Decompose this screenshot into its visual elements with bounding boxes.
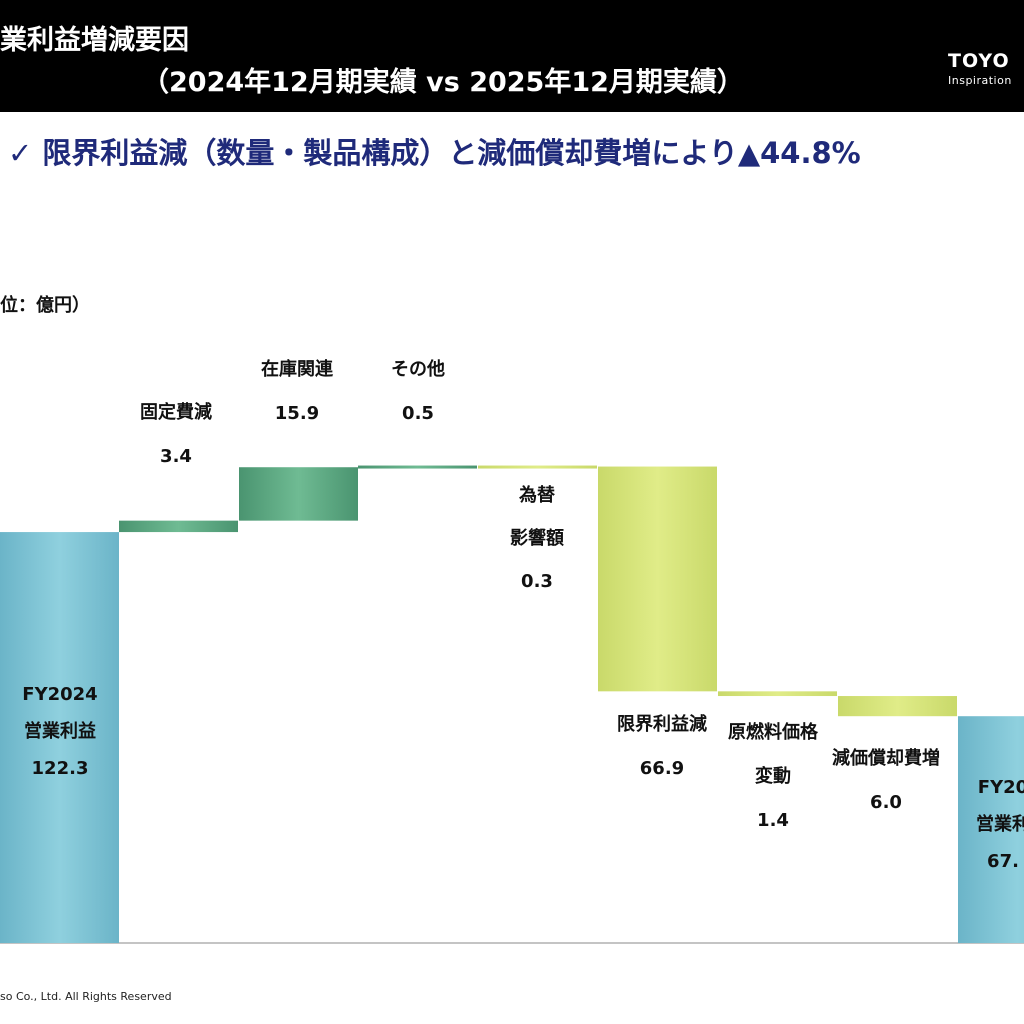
page-title: 業利益増減要因 <box>0 25 189 56</box>
bar-label-8-0: FY20 <box>978 777 1024 798</box>
bar-value-1: 3.4 <box>160 446 192 467</box>
bar-value-2: 15.9 <box>275 403 319 424</box>
bar-label-5-0: 限界利益減 <box>617 713 707 735</box>
bar-value-5: 66.9 <box>640 758 684 779</box>
bar-value-8: 67. <box>987 851 1019 872</box>
bar-label-7-0: 減価償却費増 <box>832 747 940 769</box>
company-logo: TOYO Inspiration <box>948 50 1012 87</box>
waterfall-bar-3 <box>358 465 477 469</box>
waterfall-bar-7 <box>838 696 957 717</box>
bar-label-8-1: 営業利 <box>976 813 1024 835</box>
bar-label-4-1: 影響額 <box>510 527 564 549</box>
bar-label-0-0: FY2024 <box>22 684 97 705</box>
unit-label: 位：億円） <box>0 295 90 316</box>
bar-value-7: 6.0 <box>870 792 902 813</box>
bar-label-1-0: 固定費減 <box>140 401 212 423</box>
bar-value-4: 0.3 <box>521 571 553 592</box>
bar-label-4-0: 為替 <box>519 484 556 506</box>
logo-tagline: Inspiration <box>948 74 1012 87</box>
bar-value-0: 122.3 <box>32 758 89 779</box>
bar-label-3-0: その他 <box>391 358 445 380</box>
logo-name: TOYO <box>948 50 1010 72</box>
page-title-period: （2024年12月期実績 vs 2025年12月期実績） <box>142 67 744 98</box>
bar-label-6-0: 原燃料価格 <box>728 721 819 743</box>
waterfall-bar-4 <box>478 465 597 469</box>
waterfall-bar-2 <box>239 467 358 521</box>
bar-label-6-1: 変動 <box>755 765 791 787</box>
bar-label-2-0: 在庫関連 <box>261 358 334 380</box>
bar-value-6: 1.4 <box>757 810 789 831</box>
waterfall-bar-0 <box>0 532 119 943</box>
header-bar: 業利益増減要因 （2024年12月期実績 vs 2025年12月期実績） TOY… <box>0 0 1024 112</box>
waterfall-bar-6 <box>718 691 837 697</box>
waterfall-bar-8 <box>958 716 1024 943</box>
waterfall-bar-5 <box>598 466 717 692</box>
summary-headline: ✓ 限界利益減（数量・製品構成）と減価償却費増により▲44.8% <box>8 136 861 170</box>
waterfall-bar-1 <box>119 520 238 533</box>
bar-label-0-1: 営業利益 <box>24 720 96 742</box>
copyright-footer: so Co., Ltd. All Rights Reserved <box>0 990 172 1003</box>
bar-value-3: 0.5 <box>402 403 434 424</box>
